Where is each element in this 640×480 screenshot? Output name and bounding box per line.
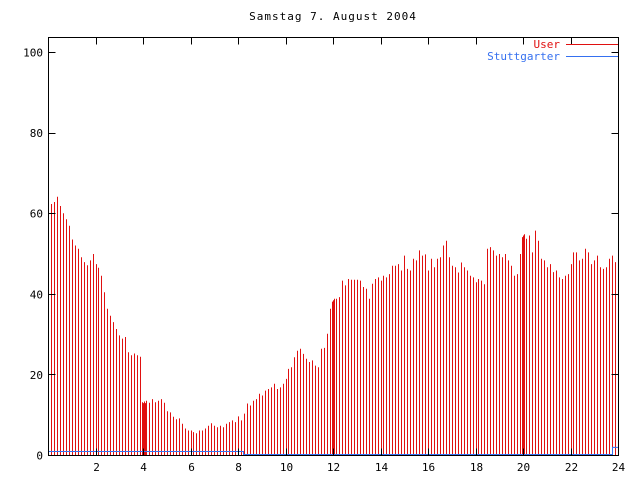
y-tick-label: 0 (36, 450, 43, 463)
y-tick-label: 80 (30, 127, 43, 140)
legend-line-sample-stuttgarter (566, 55, 618, 57)
x-tick-label: 2 (93, 461, 100, 474)
x-tick-label: 10 (280, 461, 293, 474)
x-tick-label: 18 (470, 461, 483, 474)
series-user-impulses (51, 196, 619, 456)
y-tick-label: 100 (23, 47, 43, 60)
axis-ticks (48, 37, 619, 456)
x-tick-label: 12 (327, 461, 340, 474)
y-tick-label: 20 (30, 369, 43, 382)
x-tick-label: 4 (140, 461, 147, 474)
legend-item-user: User (487, 37, 618, 51)
x-tick-label: 22 (565, 461, 578, 474)
y-tick-label: 40 (30, 288, 43, 301)
x-tick-label: 20 (517, 461, 530, 474)
legend: User Stuttgarter (487, 37, 618, 63)
x-tick-label: 24 (612, 461, 626, 474)
x-tick-label: 8 (235, 461, 242, 474)
legend-label-stuttgarter: Stuttgarter (487, 49, 560, 63)
legend-line-sample-user (566, 43, 618, 45)
chart-title: Samstag 7. August 2004 (249, 10, 417, 23)
legend-label-user: User (533, 37, 561, 51)
y-tick-label: 60 (30, 208, 43, 221)
x-tick-label: 16 (422, 461, 435, 474)
x-tick-label: 14 (375, 461, 389, 474)
x-tick-label: 6 (188, 461, 195, 474)
legend-item-stuttgarter: Stuttgarter (487, 49, 618, 63)
